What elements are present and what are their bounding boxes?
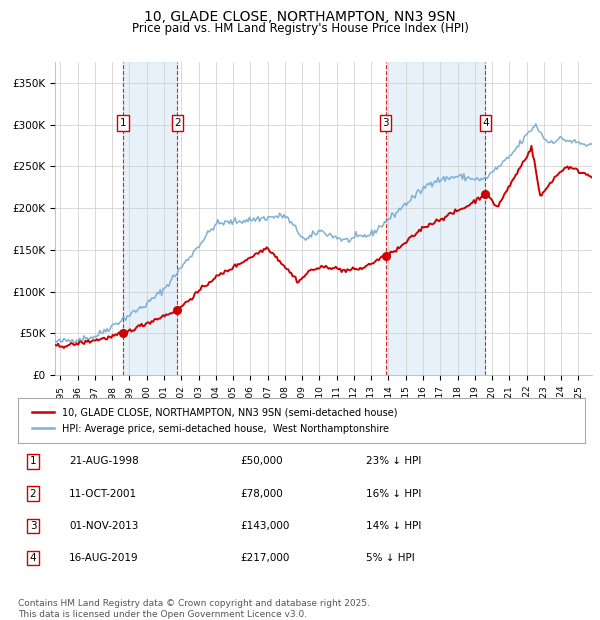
Text: Price paid vs. HM Land Registry's House Price Index (HPI): Price paid vs. HM Land Registry's House … [131, 22, 469, 35]
Text: 21-AUG-1998: 21-AUG-1998 [69, 456, 139, 466]
Legend: 10, GLADE CLOSE, NORTHAMPTON, NN3 9SN (semi-detached house), HPI: Average price,: 10, GLADE CLOSE, NORTHAMPTON, NN3 9SN (s… [29, 404, 401, 438]
Text: 4: 4 [482, 118, 489, 128]
Text: 4: 4 [29, 553, 37, 563]
Text: 3: 3 [29, 521, 37, 531]
Text: 10, GLADE CLOSE, NORTHAMPTON, NN3 9SN: 10, GLADE CLOSE, NORTHAMPTON, NN3 9SN [144, 10, 456, 24]
Text: 14% ↓ HPI: 14% ↓ HPI [366, 521, 421, 531]
Bar [123, 62, 178, 375]
Text: 11-OCT-2001: 11-OCT-2001 [69, 489, 137, 498]
Text: 01-NOV-2013: 01-NOV-2013 [69, 521, 139, 531]
Text: Contains HM Land Registry data © Crown copyright and database right 2025.
This d: Contains HM Land Registry data © Crown c… [18, 600, 370, 619]
Text: 5% ↓ HPI: 5% ↓ HPI [366, 553, 415, 563]
Text: 2: 2 [29, 489, 37, 498]
Text: 23% ↓ HPI: 23% ↓ HPI [366, 456, 421, 466]
Text: 1: 1 [29, 456, 37, 466]
Text: 3: 3 [382, 118, 389, 128]
Text: £217,000: £217,000 [240, 553, 289, 563]
Text: £143,000: £143,000 [240, 521, 289, 531]
Text: 1: 1 [120, 118, 127, 128]
Text: 16% ↓ HPI: 16% ↓ HPI [366, 489, 421, 498]
Text: £78,000: £78,000 [240, 489, 283, 498]
Text: £50,000: £50,000 [240, 456, 283, 466]
Bar [386, 62, 485, 375]
Text: 2: 2 [174, 118, 181, 128]
Text: 16-AUG-2019: 16-AUG-2019 [69, 553, 139, 563]
